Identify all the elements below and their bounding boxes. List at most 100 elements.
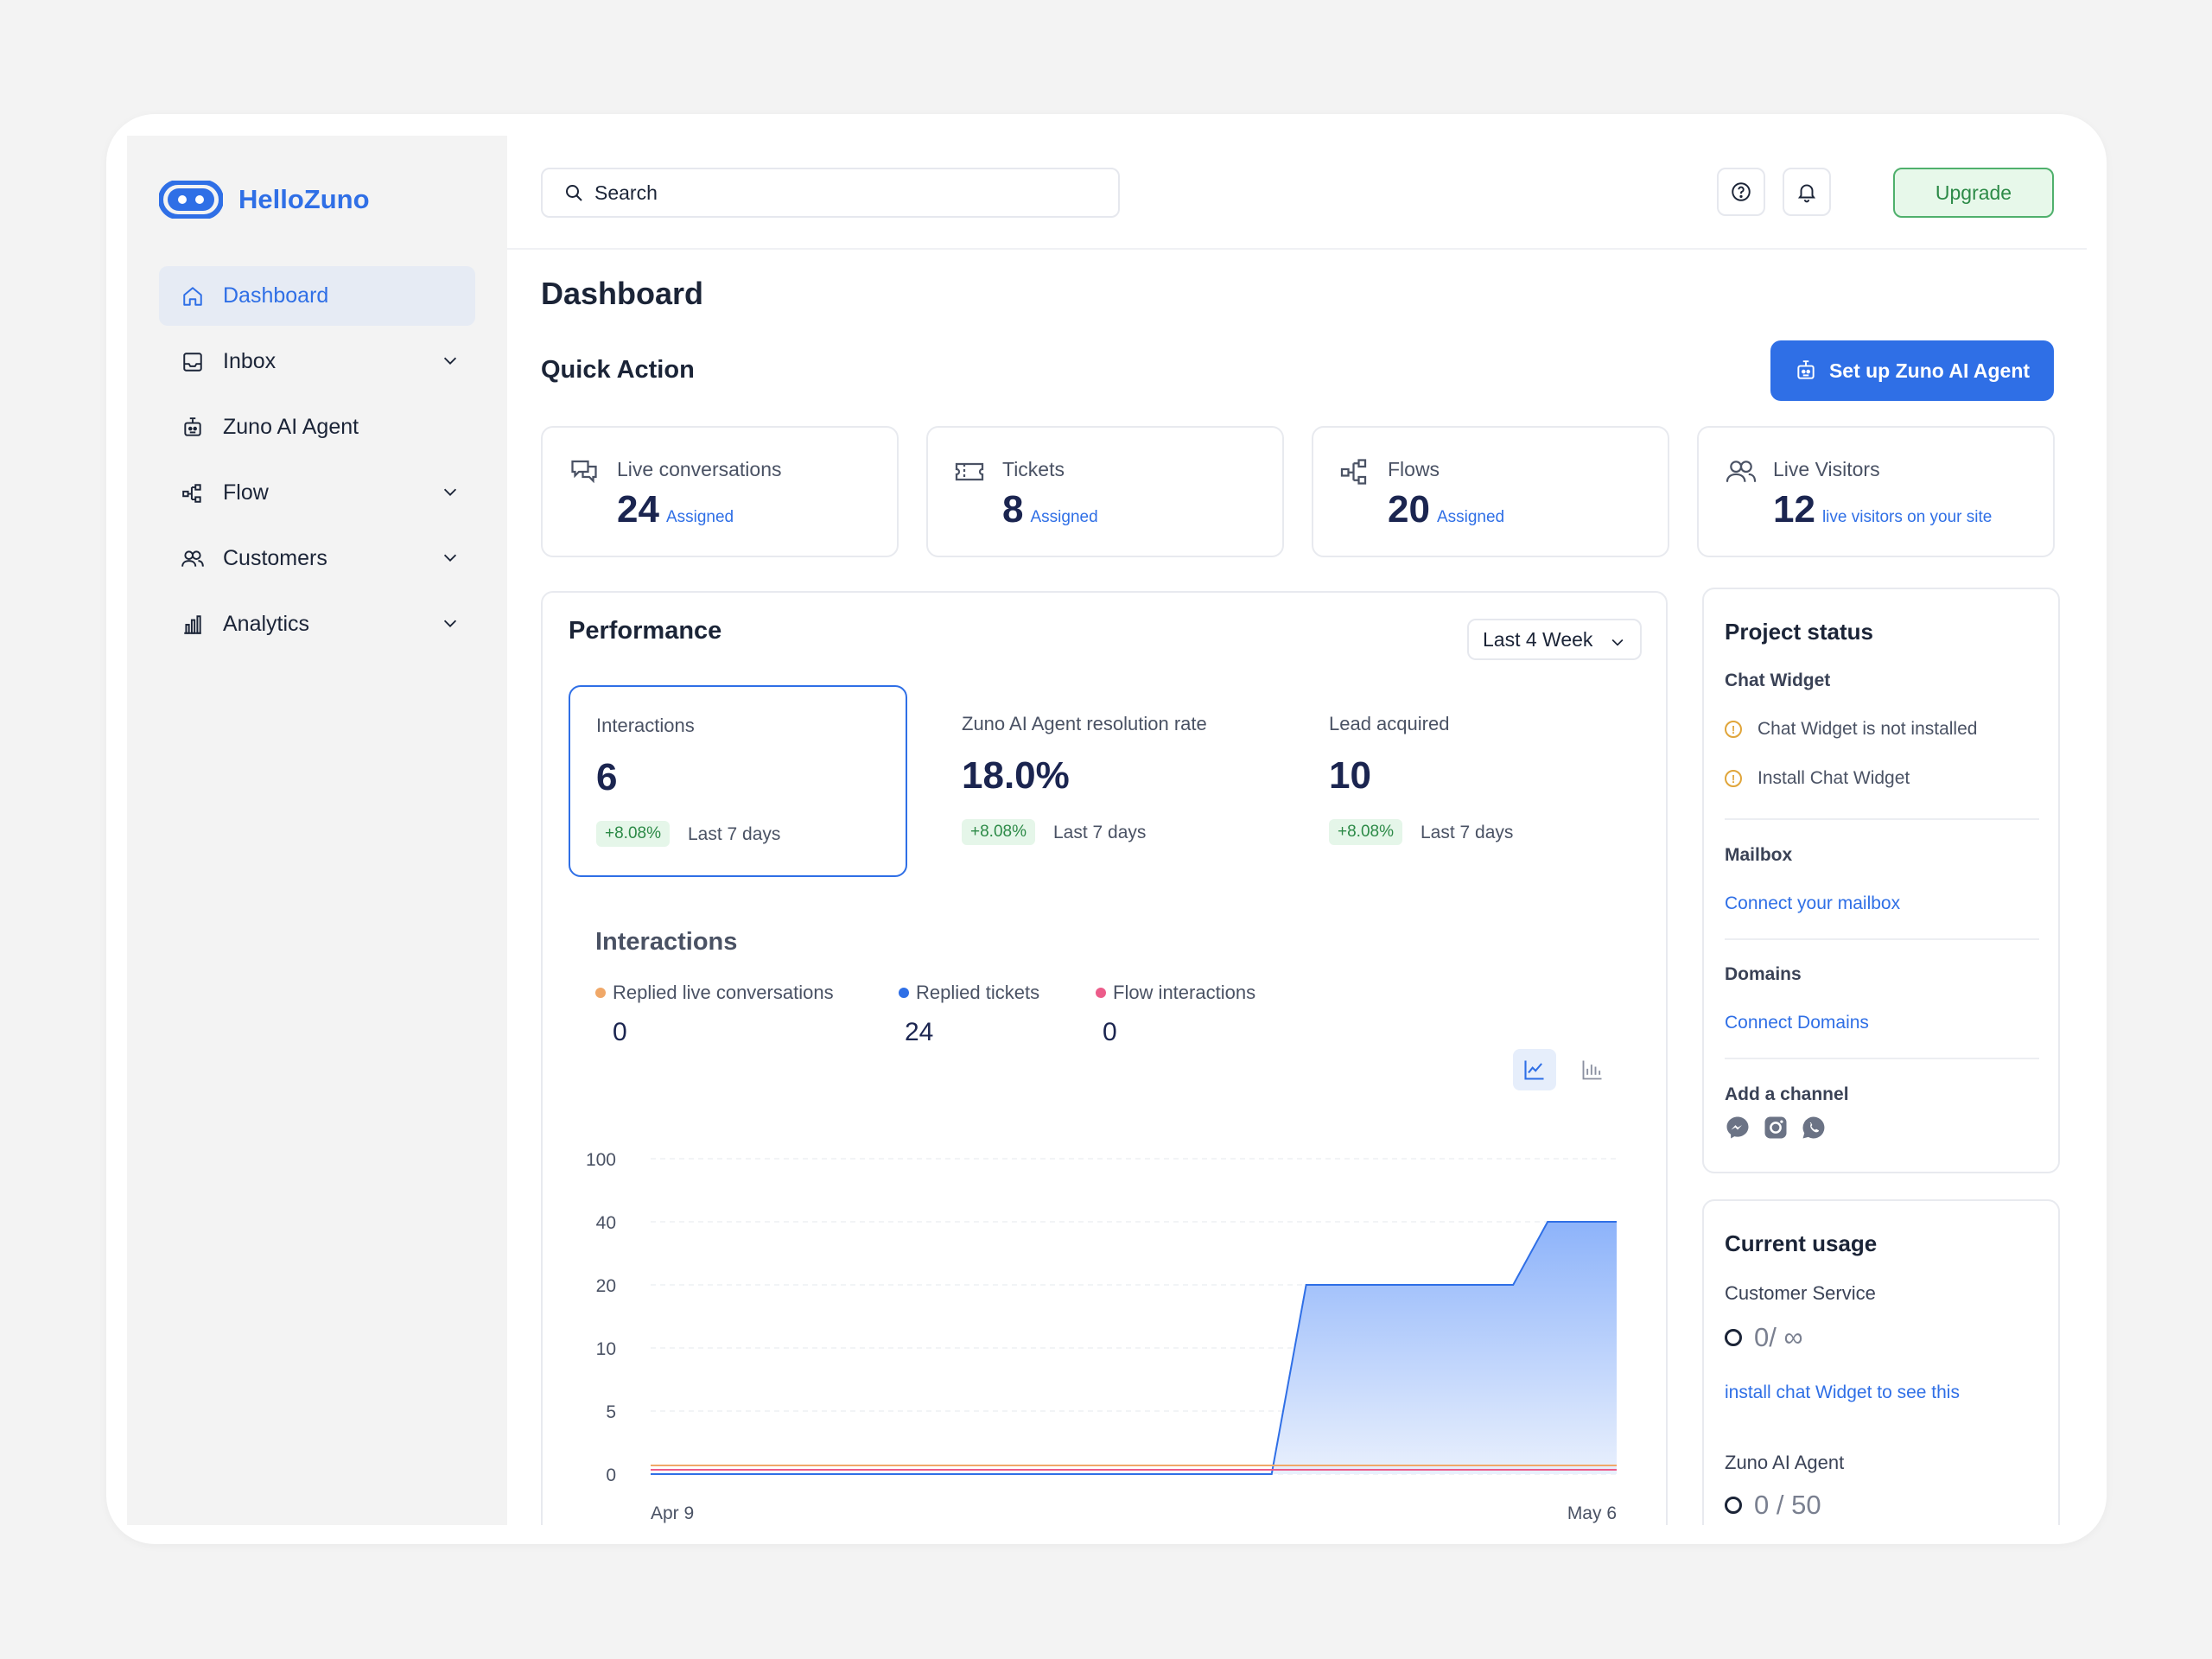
series-line-replied-tickets xyxy=(651,1221,1617,1475)
chat-icon xyxy=(569,456,600,492)
metric-card-interactions[interactable]: Interactions 6 +8.08% Last 7 days xyxy=(569,685,907,877)
sidebar-item-label: Zuno AI Agent xyxy=(223,415,359,439)
chevron-down-icon[interactable] xyxy=(441,548,460,573)
metric-value: 10 xyxy=(1329,754,1371,797)
search-input[interactable] xyxy=(594,181,1078,205)
bell-icon xyxy=(1797,184,1816,203)
quick-card-live-visitors[interactable]: Live Visitors 12 live visitors on your si… xyxy=(1697,426,2055,557)
sidebar-item-label: Analytics xyxy=(223,612,310,636)
zuno-ai-agent-usage: 0 / 50 xyxy=(1725,1490,1821,1521)
sidebar-item-customers[interactable]: Customers xyxy=(159,529,475,588)
connect-mailbox-link[interactable]: Connect your mailbox xyxy=(1725,893,1901,913)
logo[interactable]: HelloZuno xyxy=(159,181,370,219)
quick-card-live-conversations[interactable]: Live conversations 24 Assigned xyxy=(541,426,899,557)
legend-value: 0 xyxy=(613,1018,627,1046)
y-tick-label: 20 xyxy=(596,1276,616,1296)
current-usage-title: Current usage xyxy=(1725,1230,1878,1256)
metric-change-badge: +8.08% xyxy=(596,821,670,847)
legend-item-flow-interactions: Flow interactions xyxy=(1096,982,1255,1004)
divider xyxy=(1725,938,2039,940)
bot-icon xyxy=(1795,359,1817,382)
metric-label: Zuno AI Agent resolution rate xyxy=(962,713,1207,734)
interactions-chart: 0 5 10 20 40 100 Apr 9 May 6 xyxy=(586,1150,1617,1523)
sidebar-item-label: Dashboard xyxy=(223,283,329,308)
notifications-button[interactable] xyxy=(1783,168,1831,216)
top-bar: Upgrade xyxy=(507,136,2087,250)
sidebar-item-inbox[interactable]: Inbox xyxy=(159,332,475,391)
metric-card-resolution-rate[interactable]: Zuno AI Agent resolution rate 18.0% +8.0… xyxy=(936,685,1274,877)
main-content: Upgrade Dashboard Quick Action Set up Zu… xyxy=(507,136,2087,1525)
sidebar-item-flow[interactable]: Flow xyxy=(159,463,475,523)
app-window: HelloZuno Dashboard Inbox Zuno AI xyxy=(127,136,2087,1525)
sidebar-item-zuno-ai-agent[interactable]: Zuno AI Agent xyxy=(159,397,475,457)
sidebar-nav: Dashboard Inbox Zuno AI Agent Flow xyxy=(159,266,475,660)
flow-icon xyxy=(180,480,206,506)
period-select-value: Last 4 Week xyxy=(1483,627,1593,651)
sidebar-item-label: Inbox xyxy=(223,349,276,373)
users-icon xyxy=(180,546,206,572)
chevron-down-icon[interactable] xyxy=(441,482,460,507)
customer-service-title: Customer Service xyxy=(1725,1282,1876,1304)
legend-dot xyxy=(595,988,606,998)
metric-card-lead-acquired[interactable]: Lead acquired 10 +8.08% Last 7 days xyxy=(1303,685,1642,877)
legend-item-replied-live-conversations: Replied live conversations xyxy=(595,982,834,1004)
bar-chart-view-button[interactable] xyxy=(1571,1049,1614,1090)
project-status-panel: Project status Chat Widget ! Chat Widget… xyxy=(1702,588,2060,1173)
quick-card-label: Tickets xyxy=(1002,458,1065,480)
divider xyxy=(1725,818,2039,820)
metric-period: Last 7 days xyxy=(1421,823,1514,842)
metric-value: 6 xyxy=(596,756,618,798)
line-chart-icon xyxy=(1524,1060,1544,1080)
setup-zuno-ai-agent-button[interactable]: Set up Zuno AI Agent xyxy=(1770,340,2054,401)
sidebar-item-label: Flow xyxy=(223,480,269,505)
quick-card-label: Live conversations xyxy=(617,458,782,480)
period-select[interactable]: Last 4 Week xyxy=(1467,619,1642,660)
quick-action-title: Quick Action xyxy=(541,356,695,384)
x-tick-label: May 6 xyxy=(1567,1503,1617,1523)
line-chart-view-button[interactable] xyxy=(1513,1049,1556,1090)
chat-widget-title: Chat Widget xyxy=(1725,671,1831,690)
flow-icon xyxy=(1339,456,1370,492)
current-usage-panel: Current usage Customer Service 0/ ∞ inst… xyxy=(1702,1199,2060,1525)
quick-card-value: 24 Assigned xyxy=(617,488,734,531)
metric-period: Last 7 days xyxy=(1053,823,1147,842)
whatsapp-icon[interactable] xyxy=(1801,1115,1827,1141)
chevron-down-icon[interactable] xyxy=(441,351,460,376)
bar-chart-icon xyxy=(1582,1060,1602,1080)
upgrade-button[interactable]: Upgrade xyxy=(1893,168,2054,218)
legend-dot xyxy=(1096,988,1106,998)
quick-card-flows[interactable]: Flows 20 Assigned xyxy=(1312,426,1669,557)
connect-domains-link[interactable]: Connect Domains xyxy=(1725,1013,1869,1033)
channel-icons xyxy=(1725,1115,1827,1141)
help-button[interactable] xyxy=(1717,168,1765,216)
instagram-icon[interactable] xyxy=(1763,1115,1789,1141)
metric-change-badge: +8.08% xyxy=(962,819,1035,845)
y-tick-label: 10 xyxy=(596,1339,616,1359)
legend-value: 24 xyxy=(905,1018,934,1046)
mailbox-title: Mailbox xyxy=(1725,845,1793,865)
y-tick-label: 0 xyxy=(606,1465,616,1485)
performance-title: Performance xyxy=(569,617,722,645)
metric-period: Last 7 days xyxy=(688,824,781,844)
messenger-icon[interactable] xyxy=(1725,1115,1751,1141)
metric-value: 18.0% xyxy=(962,754,1070,797)
quick-card-label: Flows xyxy=(1388,458,1440,480)
install-chat-widget-item[interactable]: ! Install Chat Widget xyxy=(1725,768,1910,789)
sidebar-item-analytics[interactable]: Analytics xyxy=(159,594,475,654)
page-title: Dashboard xyxy=(541,276,704,311)
metric-change-badge: +8.08% xyxy=(1329,819,1402,845)
quick-card-label: Live Visitors xyxy=(1773,458,1880,480)
quick-card-tickets[interactable]: Tickets 8 Assigned xyxy=(926,426,1284,557)
sidebar-item-dashboard[interactable]: Dashboard xyxy=(159,266,475,326)
y-tick-label: 40 xyxy=(596,1213,616,1233)
metric-label: Interactions xyxy=(596,715,695,736)
chevron-down-icon[interactable] xyxy=(441,613,460,639)
search-box[interactable] xyxy=(541,168,1120,218)
legend-dot xyxy=(899,988,909,998)
sidebar-item-label: Customers xyxy=(223,546,327,570)
sidebar: HelloZuno Dashboard Inbox Zuno AI xyxy=(127,136,507,1525)
install-widget-link[interactable]: install chat Widget to see this xyxy=(1725,1382,1960,1402)
divider xyxy=(1725,1058,2039,1059)
help-icon xyxy=(1732,182,1751,201)
quick-card-value: 20 Assigned xyxy=(1388,488,1505,531)
